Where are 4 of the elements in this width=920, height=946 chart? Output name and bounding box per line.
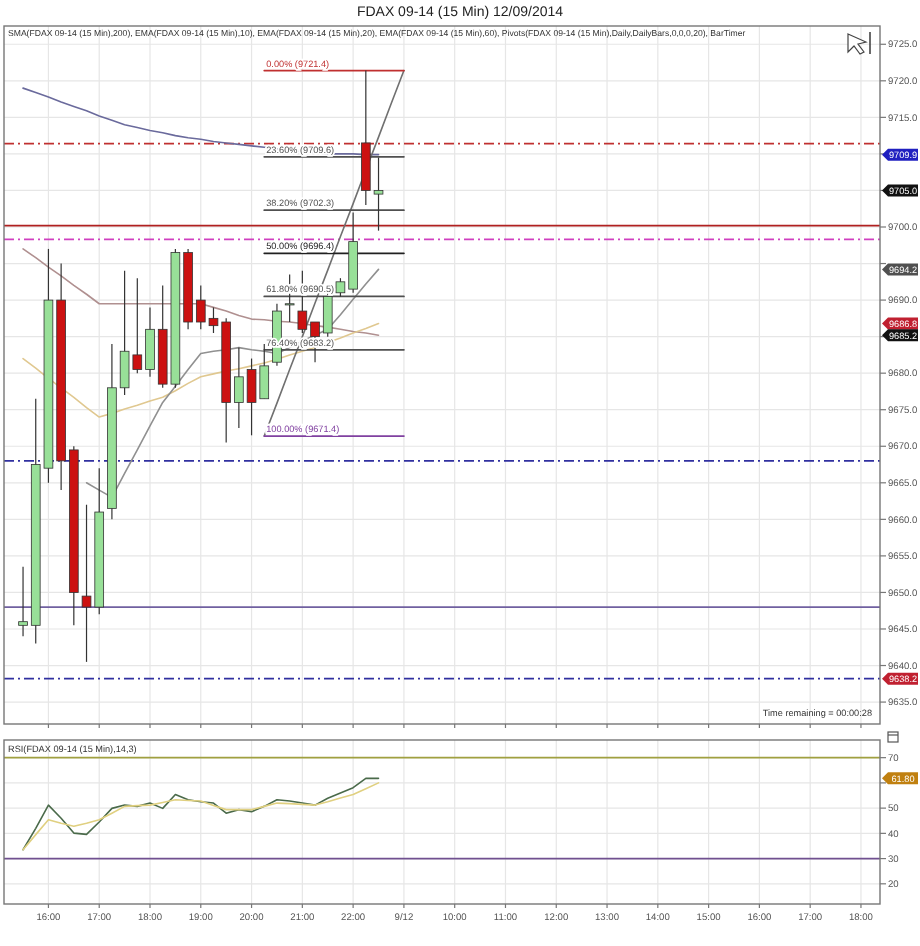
line-series [22,322,380,418]
line-series [22,248,380,336]
line-series [263,69,405,437]
line-series [85,268,380,499]
